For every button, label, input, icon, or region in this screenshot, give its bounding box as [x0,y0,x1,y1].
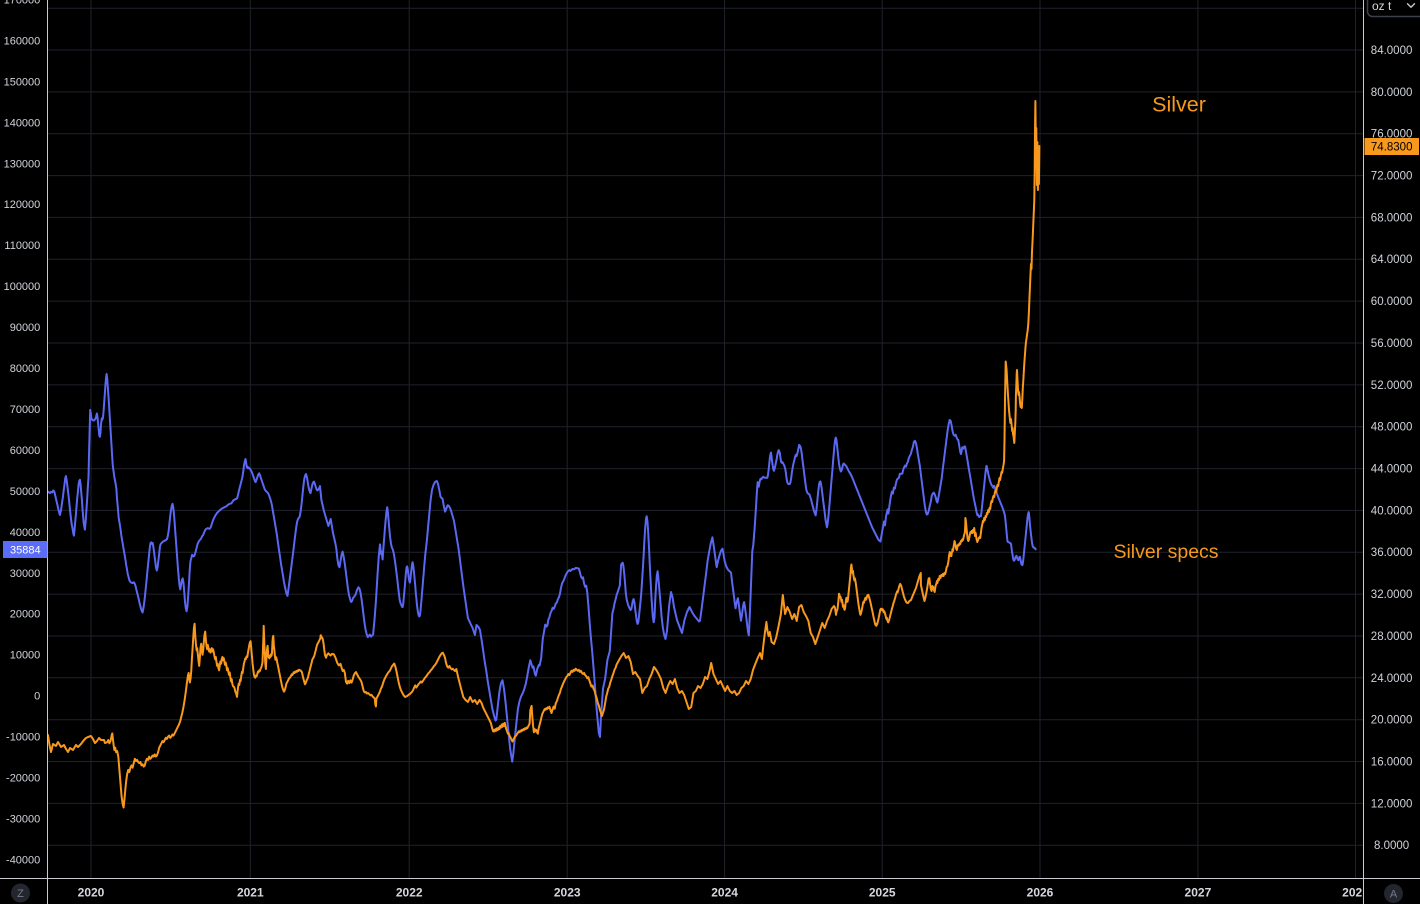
svg-text:150000: 150000 [4,76,41,88]
svg-text:84.0000: 84.0000 [1371,45,1413,57]
svg-text:Z: Z [17,888,24,900]
svg-text:68.0000: 68.0000 [1371,212,1413,224]
svg-text:44.0000: 44.0000 [1371,464,1413,476]
svg-text:64.0000: 64.0000 [1371,254,1413,266]
svg-text:30000: 30000 [10,568,41,580]
svg-text:10000: 10000 [10,650,41,662]
svg-text:56.0000: 56.0000 [1371,338,1413,350]
svg-text:80.0000: 80.0000 [1371,87,1413,99]
svg-text:2023: 2023 [554,886,581,900]
svg-text:2027: 2027 [1185,886,1212,900]
svg-text:80000: 80000 [10,363,41,375]
svg-text:oz t: oz t [1372,0,1392,13]
svg-text:50000: 50000 [10,486,41,498]
svg-text:74.8300: 74.8300 [1371,142,1413,154]
svg-text:2022: 2022 [396,886,423,900]
svg-text:130000: 130000 [4,158,41,170]
svg-text:Silver: Silver [1152,93,1206,117]
svg-text:140000: 140000 [4,117,41,129]
svg-text:28.0000: 28.0000 [1371,631,1413,643]
svg-text:2020: 2020 [78,886,105,900]
svg-text:32.0000: 32.0000 [1371,589,1413,601]
svg-text:100000: 100000 [4,281,41,293]
svg-text:120000: 120000 [4,199,41,211]
svg-text:52.0000: 52.0000 [1371,380,1413,392]
svg-text:2025: 2025 [869,886,896,900]
svg-text:160000: 160000 [4,35,41,47]
svg-text:90000: 90000 [10,322,41,334]
svg-text:-30000: -30000 [6,813,40,825]
svg-text:-40000: -40000 [6,854,40,866]
svg-text:16.0000: 16.0000 [1371,757,1413,769]
svg-text:40000: 40000 [10,527,41,539]
svg-text:-10000: -10000 [6,732,40,744]
svg-text:2021: 2021 [237,886,264,900]
svg-text:24.0000: 24.0000 [1371,673,1413,685]
svg-text:170000: 170000 [4,0,41,6]
svg-text:60.0000: 60.0000 [1371,296,1413,308]
svg-text:70000: 70000 [10,404,41,416]
svg-text:72.0000: 72.0000 [1371,171,1413,183]
svg-text:76.0000: 76.0000 [1371,129,1413,141]
svg-text:20000: 20000 [10,609,41,621]
svg-text:40.0000: 40.0000 [1371,505,1413,517]
svg-text:2026: 2026 [1027,886,1054,900]
svg-text:8.0000: 8.0000 [1374,840,1409,852]
svg-text:36.0000: 36.0000 [1371,547,1413,559]
svg-text:12.0000: 12.0000 [1371,798,1413,810]
svg-text:202: 202 [1342,886,1362,900]
svg-text:Silver specs: Silver specs [1113,541,1218,563]
svg-text:2024: 2024 [711,886,738,900]
svg-text:20.0000: 20.0000 [1371,715,1413,727]
svg-text:110000: 110000 [4,240,40,252]
svg-text:60000: 60000 [10,445,41,457]
svg-text:48.0000: 48.0000 [1371,422,1413,434]
svg-text:-20000: -20000 [6,773,40,785]
svg-text:35884: 35884 [10,545,41,557]
svg-text:0: 0 [34,691,40,703]
svg-text:A: A [1390,889,1398,901]
